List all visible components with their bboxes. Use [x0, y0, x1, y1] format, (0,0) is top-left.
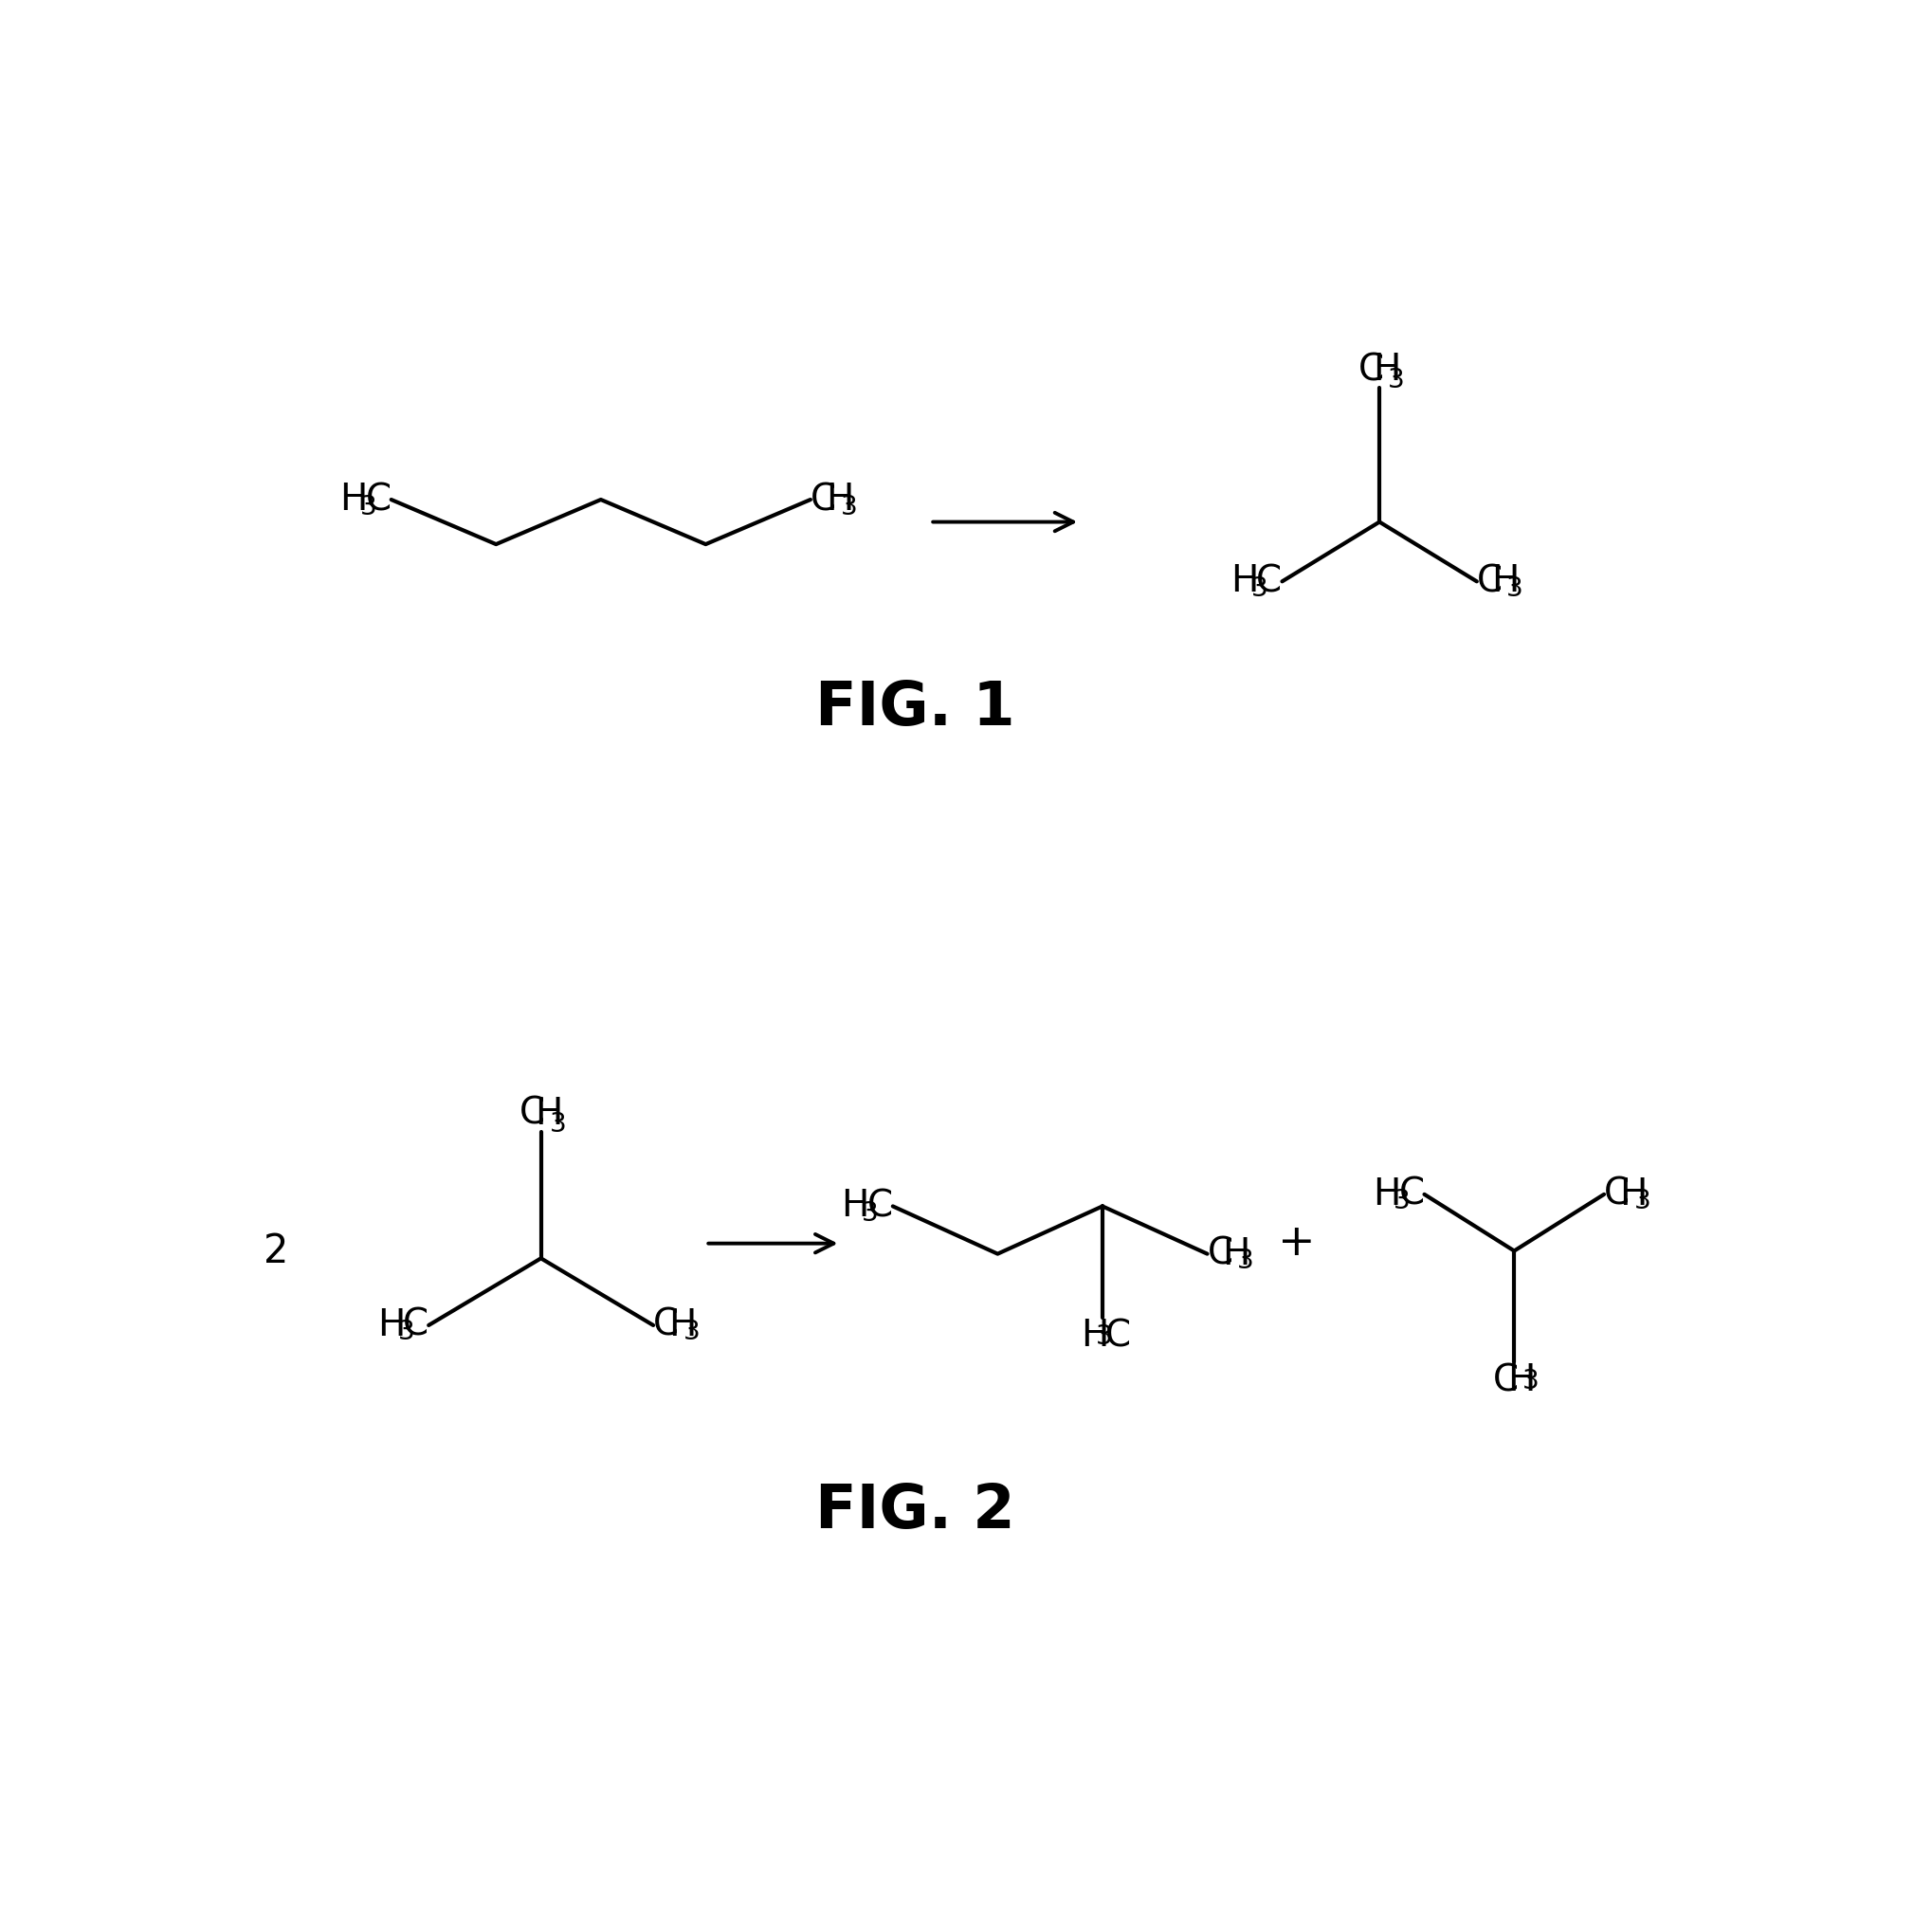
- Text: C: C: [365, 481, 390, 518]
- Text: 3: 3: [1236, 1248, 1254, 1275]
- Text: FIG. 1: FIG. 1: [815, 678, 1014, 738]
- Text: C: C: [1399, 1177, 1424, 1213]
- Text: H: H: [377, 1308, 406, 1343]
- Text: 3: 3: [1387, 367, 1405, 394]
- Text: C: C: [404, 1308, 429, 1343]
- Text: H: H: [1231, 564, 1258, 599]
- Text: 3: 3: [1522, 1368, 1540, 1395]
- Text: C: C: [1604, 1177, 1631, 1213]
- Text: C: C: [520, 1095, 545, 1132]
- Text: H: H: [825, 481, 854, 518]
- Text: 2: 2: [265, 1231, 290, 1271]
- Text: 3: 3: [840, 493, 858, 520]
- Text: C: C: [1476, 564, 1503, 599]
- Text: 3: 3: [359, 493, 377, 520]
- Text: C: C: [1493, 1362, 1519, 1399]
- Text: C: C: [1256, 564, 1283, 599]
- Text: 3: 3: [1634, 1188, 1650, 1215]
- Text: 3: 3: [1252, 576, 1267, 601]
- Text: FIG. 2: FIG. 2: [815, 1482, 1014, 1540]
- Text: C: C: [653, 1308, 678, 1343]
- Text: H: H: [1619, 1177, 1646, 1213]
- Text: H: H: [340, 481, 367, 518]
- Text: H: H: [1082, 1318, 1109, 1354]
- Text: H: H: [1492, 564, 1520, 599]
- Text: H: H: [1223, 1236, 1250, 1271]
- Text: H: H: [668, 1308, 696, 1343]
- Text: 3: 3: [862, 1200, 879, 1227]
- Text: 3: 3: [1095, 1323, 1113, 1350]
- Text: H: H: [840, 1188, 869, 1225]
- Text: 3: 3: [684, 1320, 699, 1345]
- Text: C: C: [867, 1188, 893, 1225]
- Text: C: C: [1358, 352, 1383, 388]
- Text: C: C: [1208, 1236, 1233, 1271]
- Text: H: H: [1507, 1362, 1536, 1399]
- Text: C: C: [1105, 1318, 1132, 1354]
- Text: 3: 3: [398, 1320, 415, 1345]
- Text: +: +: [1279, 1223, 1316, 1265]
- Text: H: H: [1374, 352, 1401, 388]
- Text: H: H: [1374, 1177, 1401, 1213]
- Text: 3: 3: [1507, 576, 1524, 601]
- Text: C: C: [811, 481, 837, 518]
- Text: 3: 3: [1393, 1188, 1410, 1215]
- Text: 3: 3: [549, 1111, 566, 1138]
- Text: H: H: [535, 1095, 562, 1132]
